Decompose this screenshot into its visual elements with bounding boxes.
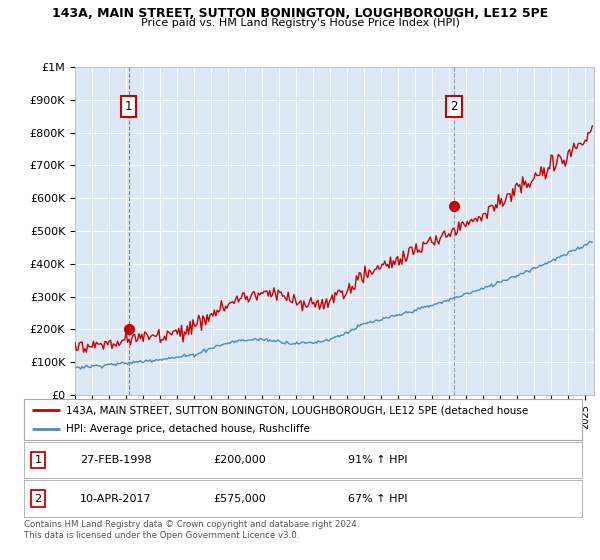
Text: HPI: Average price, detached house, Rushcliffe: HPI: Average price, detached house, Rush… bbox=[66, 424, 310, 433]
Text: 2: 2 bbox=[34, 494, 41, 503]
Text: 143A, MAIN STREET, SUTTON BONINGTON, LOUGHBOROUGH, LE12 5PE (detached house: 143A, MAIN STREET, SUTTON BONINGTON, LOU… bbox=[66, 405, 528, 415]
Text: 1: 1 bbox=[34, 455, 41, 465]
Text: 143A, MAIN STREET, SUTTON BONINGTON, LOUGHBOROUGH, LE12 5PE: 143A, MAIN STREET, SUTTON BONINGTON, LOU… bbox=[52, 7, 548, 20]
Text: 67% ↑ HPI: 67% ↑ HPI bbox=[347, 494, 407, 503]
Text: 1: 1 bbox=[125, 100, 133, 113]
Text: Price paid vs. HM Land Registry's House Price Index (HPI): Price paid vs. HM Land Registry's House … bbox=[140, 18, 460, 29]
Text: £575,000: £575,000 bbox=[214, 494, 266, 503]
Text: 10-APR-2017: 10-APR-2017 bbox=[80, 494, 151, 503]
Text: Contains HM Land Registry data © Crown copyright and database right 2024.
This d: Contains HM Land Registry data © Crown c… bbox=[24, 520, 359, 540]
Text: £200,000: £200,000 bbox=[214, 455, 266, 465]
Text: 91% ↑ HPI: 91% ↑ HPI bbox=[347, 455, 407, 465]
Text: 2: 2 bbox=[450, 100, 458, 113]
Text: 27-FEB-1998: 27-FEB-1998 bbox=[80, 455, 151, 465]
